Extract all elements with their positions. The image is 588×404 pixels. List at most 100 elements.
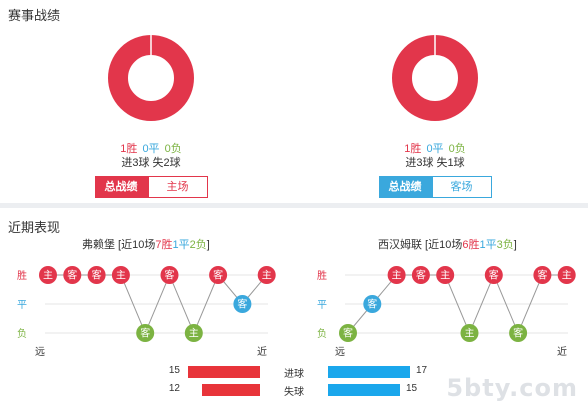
- away-form-chart: 胜平负客客主客主主客客客主远近: [300, 258, 588, 371]
- home-match-dot-4: [111, 266, 130, 284]
- away-match-point-9[interactable]: 客: [533, 266, 552, 284]
- scored-row: 15 进球 17: [0, 363, 588, 381]
- away-match-dot-2: [363, 295, 382, 313]
- home-match-point-7[interactable]: 主: [184, 324, 203, 342]
- away-match-dot-5: [436, 266, 455, 284]
- home-match-venue-2: 客: [67, 269, 77, 282]
- section-title-record: 赛事战绩: [8, 8, 61, 23]
- home-match-point-3[interactable]: 客: [87, 266, 106, 284]
- home-recent-losses: 2负: [189, 239, 207, 251]
- home-tab-total[interactable]: 总战绩: [94, 176, 148, 198]
- home-row-label-W: 胜: [17, 270, 27, 282]
- home-match-point-1[interactable]: 主: [39, 266, 57, 284]
- away-recent-prefix: [近10场: [422, 239, 463, 251]
- away-row-label-L: 负: [317, 327, 327, 340]
- home-match-dot-2: [63, 266, 82, 284]
- home-row-label-L: 负: [17, 327, 27, 340]
- away-match-point-10[interactable]: 主: [557, 266, 576, 284]
- home-match-dot-10: [257, 266, 276, 284]
- away-recent-losses: 3负: [496, 239, 514, 251]
- home-donut-chart: [108, 35, 194, 121]
- away-tabs: 总战绩 客场: [365, 176, 505, 198]
- away-match-dot-9: [533, 266, 552, 284]
- away-scored-value: 17: [416, 365, 428, 376]
- match-record-panel: 赛事战绩 1胜 0平 0负 进3球 失2球 总战绩 主场 1胜 0平 0负 进3…: [0, 0, 588, 203]
- home-scored-bar: [188, 366, 260, 378]
- away-row-label-D: 平: [317, 300, 327, 311]
- home-scored-value: 15: [168, 365, 180, 376]
- away-recent-wins: 6胜: [462, 239, 480, 251]
- home-draws: 0平: [142, 143, 160, 155]
- away-tab-venue[interactable]: 客场: [431, 176, 492, 198]
- away-match-venue-6: 主: [465, 328, 475, 340]
- away-tab-total[interactable]: 总战绩: [378, 176, 432, 198]
- home-recent-suffix: ]: [206, 239, 210, 251]
- recent-form-panel: 近期表现 弗赖堡 [近10场7胜1平2负] 西汉姆联 [近10场6胜1平3负] …: [0, 208, 588, 404]
- home-match-point-9[interactable]: 客: [233, 295, 252, 313]
- away-match-venue-9: 客: [537, 269, 547, 282]
- away-match-point-7[interactable]: 客: [484, 266, 503, 284]
- away-wdl: 1胜 0平 0负: [365, 142, 505, 156]
- home-match-venue-9: 客: [237, 298, 247, 311]
- home-wins: 1胜: [120, 143, 138, 155]
- away-match-point-5[interactable]: 主: [436, 266, 455, 284]
- away-match-point-6[interactable]: 主: [460, 324, 479, 342]
- home-recent-prefix: [近10场: [115, 239, 156, 251]
- home-match-venue-7: 主: [189, 328, 199, 340]
- away-match-point-3[interactable]: 主: [387, 266, 406, 284]
- home-match-venue-8: 客: [213, 269, 223, 282]
- away-row-label-W: 胜: [317, 270, 327, 282]
- home-match-point-2[interactable]: 客: [63, 266, 82, 284]
- home-match-venue-1: 主: [43, 270, 53, 282]
- away-match-dot-4: [411, 266, 430, 284]
- away-match-point-4[interactable]: 客: [411, 266, 430, 284]
- home-tab-venue[interactable]: 主场: [147, 176, 208, 198]
- away-match-point-8[interactable]: 客: [509, 324, 528, 342]
- away-match-venue-8: 客: [513, 327, 523, 340]
- away-match-point-2[interactable]: 客: [363, 295, 382, 313]
- away-wins: 1胜: [404, 143, 422, 155]
- home-match-point-10[interactable]: 主: [257, 266, 276, 284]
- away-match-dot-10: [557, 266, 576, 284]
- home-match-point-6[interactable]: 客: [160, 266, 179, 284]
- home-wdl: 1胜 0平 0负: [81, 142, 221, 156]
- home-near-label: 近: [257, 345, 267, 358]
- home-conceded-value: 12: [168, 383, 180, 394]
- away-recent-team: 西汉姆联: [378, 239, 422, 251]
- home-match-venue-6: 客: [165, 269, 175, 282]
- away-match-dot-8: [509, 324, 528, 342]
- away-recent-summary: 西汉姆联 [近10场6胜1平3负]: [378, 236, 517, 252]
- home-match-venue-10: 主: [262, 270, 272, 282]
- home-losses: 0负: [164, 143, 182, 155]
- away-far-label: 远: [335, 346, 345, 358]
- away-match-dot-3: [387, 266, 406, 284]
- scored-label: 进球: [284, 369, 304, 380]
- home-match-point-8[interactable]: 客: [209, 266, 228, 284]
- away-scored-bar: [328, 366, 410, 378]
- away-losses: 0负: [448, 143, 466, 155]
- home-conceded-bar: [202, 384, 260, 396]
- home-recent-draws: 1平: [172, 239, 190, 251]
- away-match-venue-10: 主: [562, 270, 572, 282]
- away-form-svg: 胜平负 客客主客主主客客客 主远近: [317, 266, 576, 358]
- away-goals: 进3球 失1球: [405, 157, 465, 169]
- away-form-line: [347, 273, 567, 335]
- away-match-dot-6: [460, 324, 479, 342]
- home-match-point-5[interactable]: 客: [136, 324, 155, 342]
- away-match-venue-4: 客: [416, 269, 426, 282]
- home-form-svg: 胜平负主客客主客客主客客主远近: [17, 266, 276, 358]
- home-match-venue-4: 主: [116, 270, 126, 282]
- home-match-point-4[interactable]: 主: [111, 266, 130, 284]
- home-match-venue-5: 客: [140, 327, 150, 340]
- home-record-block: 1胜 0平 0负 进3球 失2球 总战绩 主场: [81, 34, 221, 198]
- away-near-label: 近: [557, 345, 567, 358]
- home-recent-wins: 7胜: [155, 239, 173, 251]
- home-tabs: 总战绩 主场: [81, 176, 221, 198]
- home-match-dot-7: [184, 324, 203, 342]
- away-conceded-value: 15: [406, 383, 418, 394]
- away-draws: 0平: [426, 143, 444, 155]
- site-watermark: 5bty.com: [446, 374, 578, 402]
- away-match-point-1[interactable]: 客: [339, 324, 357, 342]
- home-match-venue-3: 客: [92, 269, 102, 282]
- home-match-dot-6: [160, 266, 179, 284]
